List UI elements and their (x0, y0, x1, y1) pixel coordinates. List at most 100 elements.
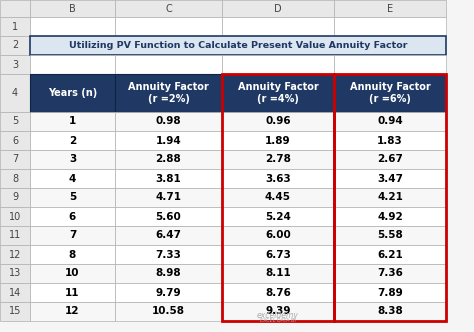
Text: 13: 13 (9, 269, 21, 279)
Text: 6.00: 6.00 (265, 230, 291, 240)
Bar (0, 150, 30, 169)
Bar (222, 302, 334, 321)
Bar (30, 169, 115, 188)
Bar (334, 169, 446, 188)
Text: 5.60: 5.60 (155, 211, 182, 221)
Text: 3: 3 (69, 154, 76, 164)
Text: 1: 1 (69, 117, 76, 126)
Text: Years (n): Years (n) (48, 88, 97, 98)
Bar (115, 55, 222, 74)
Text: 7.89: 7.89 (377, 288, 403, 297)
Bar (115, 112, 222, 131)
Bar (222, 17, 334, 36)
Text: 9.39: 9.39 (265, 306, 291, 316)
Bar (334, 112, 446, 131)
Text: 1.89: 1.89 (265, 135, 291, 145)
Text: 8.98: 8.98 (155, 269, 182, 279)
Text: 11: 11 (65, 288, 80, 297)
Text: B: B (69, 4, 76, 14)
Bar (334, 74, 446, 321)
Bar (30, 150, 115, 169)
Bar (334, 245, 446, 264)
Bar (30, 207, 115, 226)
Bar (115, 0, 222, 17)
Bar (0, 283, 30, 302)
Bar (115, 226, 222, 245)
Text: E: E (387, 4, 393, 14)
Bar (115, 245, 222, 264)
Text: 1.94: 1.94 (155, 135, 182, 145)
Text: 6.21: 6.21 (377, 250, 403, 260)
Bar (222, 188, 334, 207)
Text: 3.81: 3.81 (155, 174, 182, 184)
Bar (222, 74, 334, 112)
Text: 12: 12 (65, 306, 80, 316)
Bar (30, 245, 115, 264)
Text: Utilizing PV Function to Calculate Present Value Annuity Factor: Utilizing PV Function to Calculate Prese… (69, 41, 407, 50)
Bar (0, 74, 30, 112)
Bar (334, 302, 446, 321)
Bar (0, 55, 30, 74)
Text: 10: 10 (65, 269, 80, 279)
Text: 6.47: 6.47 (155, 230, 182, 240)
Bar (30, 302, 115, 321)
Bar (334, 0, 446, 17)
Bar (0, 131, 30, 150)
Bar (222, 55, 334, 74)
Bar (30, 283, 115, 302)
Bar (334, 17, 446, 36)
Bar (0, 188, 30, 207)
Text: 5.24: 5.24 (265, 211, 291, 221)
Bar (222, 131, 334, 150)
Text: 12: 12 (9, 250, 21, 260)
Text: 4.71: 4.71 (155, 193, 182, 203)
Bar (334, 150, 446, 169)
Bar (334, 74, 446, 112)
Text: 3.47: 3.47 (377, 174, 403, 184)
Text: 3: 3 (12, 59, 18, 69)
Text: 9: 9 (12, 193, 18, 203)
Text: Annuity Factor
(r =2%): Annuity Factor (r =2%) (128, 82, 209, 104)
Bar (334, 55, 446, 74)
Bar (334, 226, 446, 245)
Bar (0, 0, 30, 17)
Text: 4: 4 (69, 174, 76, 184)
Text: 0.96: 0.96 (265, 117, 291, 126)
Text: 6.73: 6.73 (265, 250, 291, 260)
Bar (222, 169, 334, 188)
Bar (30, 131, 115, 150)
Text: 2.78: 2.78 (265, 154, 291, 164)
Bar (222, 264, 334, 283)
Bar (222, 74, 334, 321)
Text: 0.94: 0.94 (377, 117, 403, 126)
Bar (0, 207, 30, 226)
Bar (30, 0, 115, 17)
Bar (222, 207, 334, 226)
Text: D: D (274, 4, 282, 14)
Text: 7.36: 7.36 (377, 269, 403, 279)
Text: 9.79: 9.79 (155, 288, 182, 297)
Text: 5: 5 (12, 117, 18, 126)
Bar (0, 36, 30, 55)
Text: 15: 15 (9, 306, 21, 316)
Text: 1.83: 1.83 (377, 135, 403, 145)
Bar (115, 17, 222, 36)
Bar (0, 169, 30, 188)
Text: 4.92: 4.92 (377, 211, 403, 221)
Bar (115, 169, 222, 188)
Bar (222, 112, 334, 131)
Bar (0, 245, 30, 264)
Bar (222, 283, 334, 302)
Text: 8.76: 8.76 (265, 288, 291, 297)
Bar (222, 150, 334, 169)
Text: 4: 4 (12, 88, 18, 98)
Text: 11: 11 (9, 230, 21, 240)
Text: 6: 6 (69, 211, 76, 221)
Bar (30, 112, 115, 131)
Bar (0, 264, 30, 283)
Bar (334, 207, 446, 226)
Text: 7: 7 (69, 230, 76, 240)
Bar (115, 283, 222, 302)
Text: 2: 2 (69, 135, 76, 145)
Text: 3.63: 3.63 (265, 174, 291, 184)
